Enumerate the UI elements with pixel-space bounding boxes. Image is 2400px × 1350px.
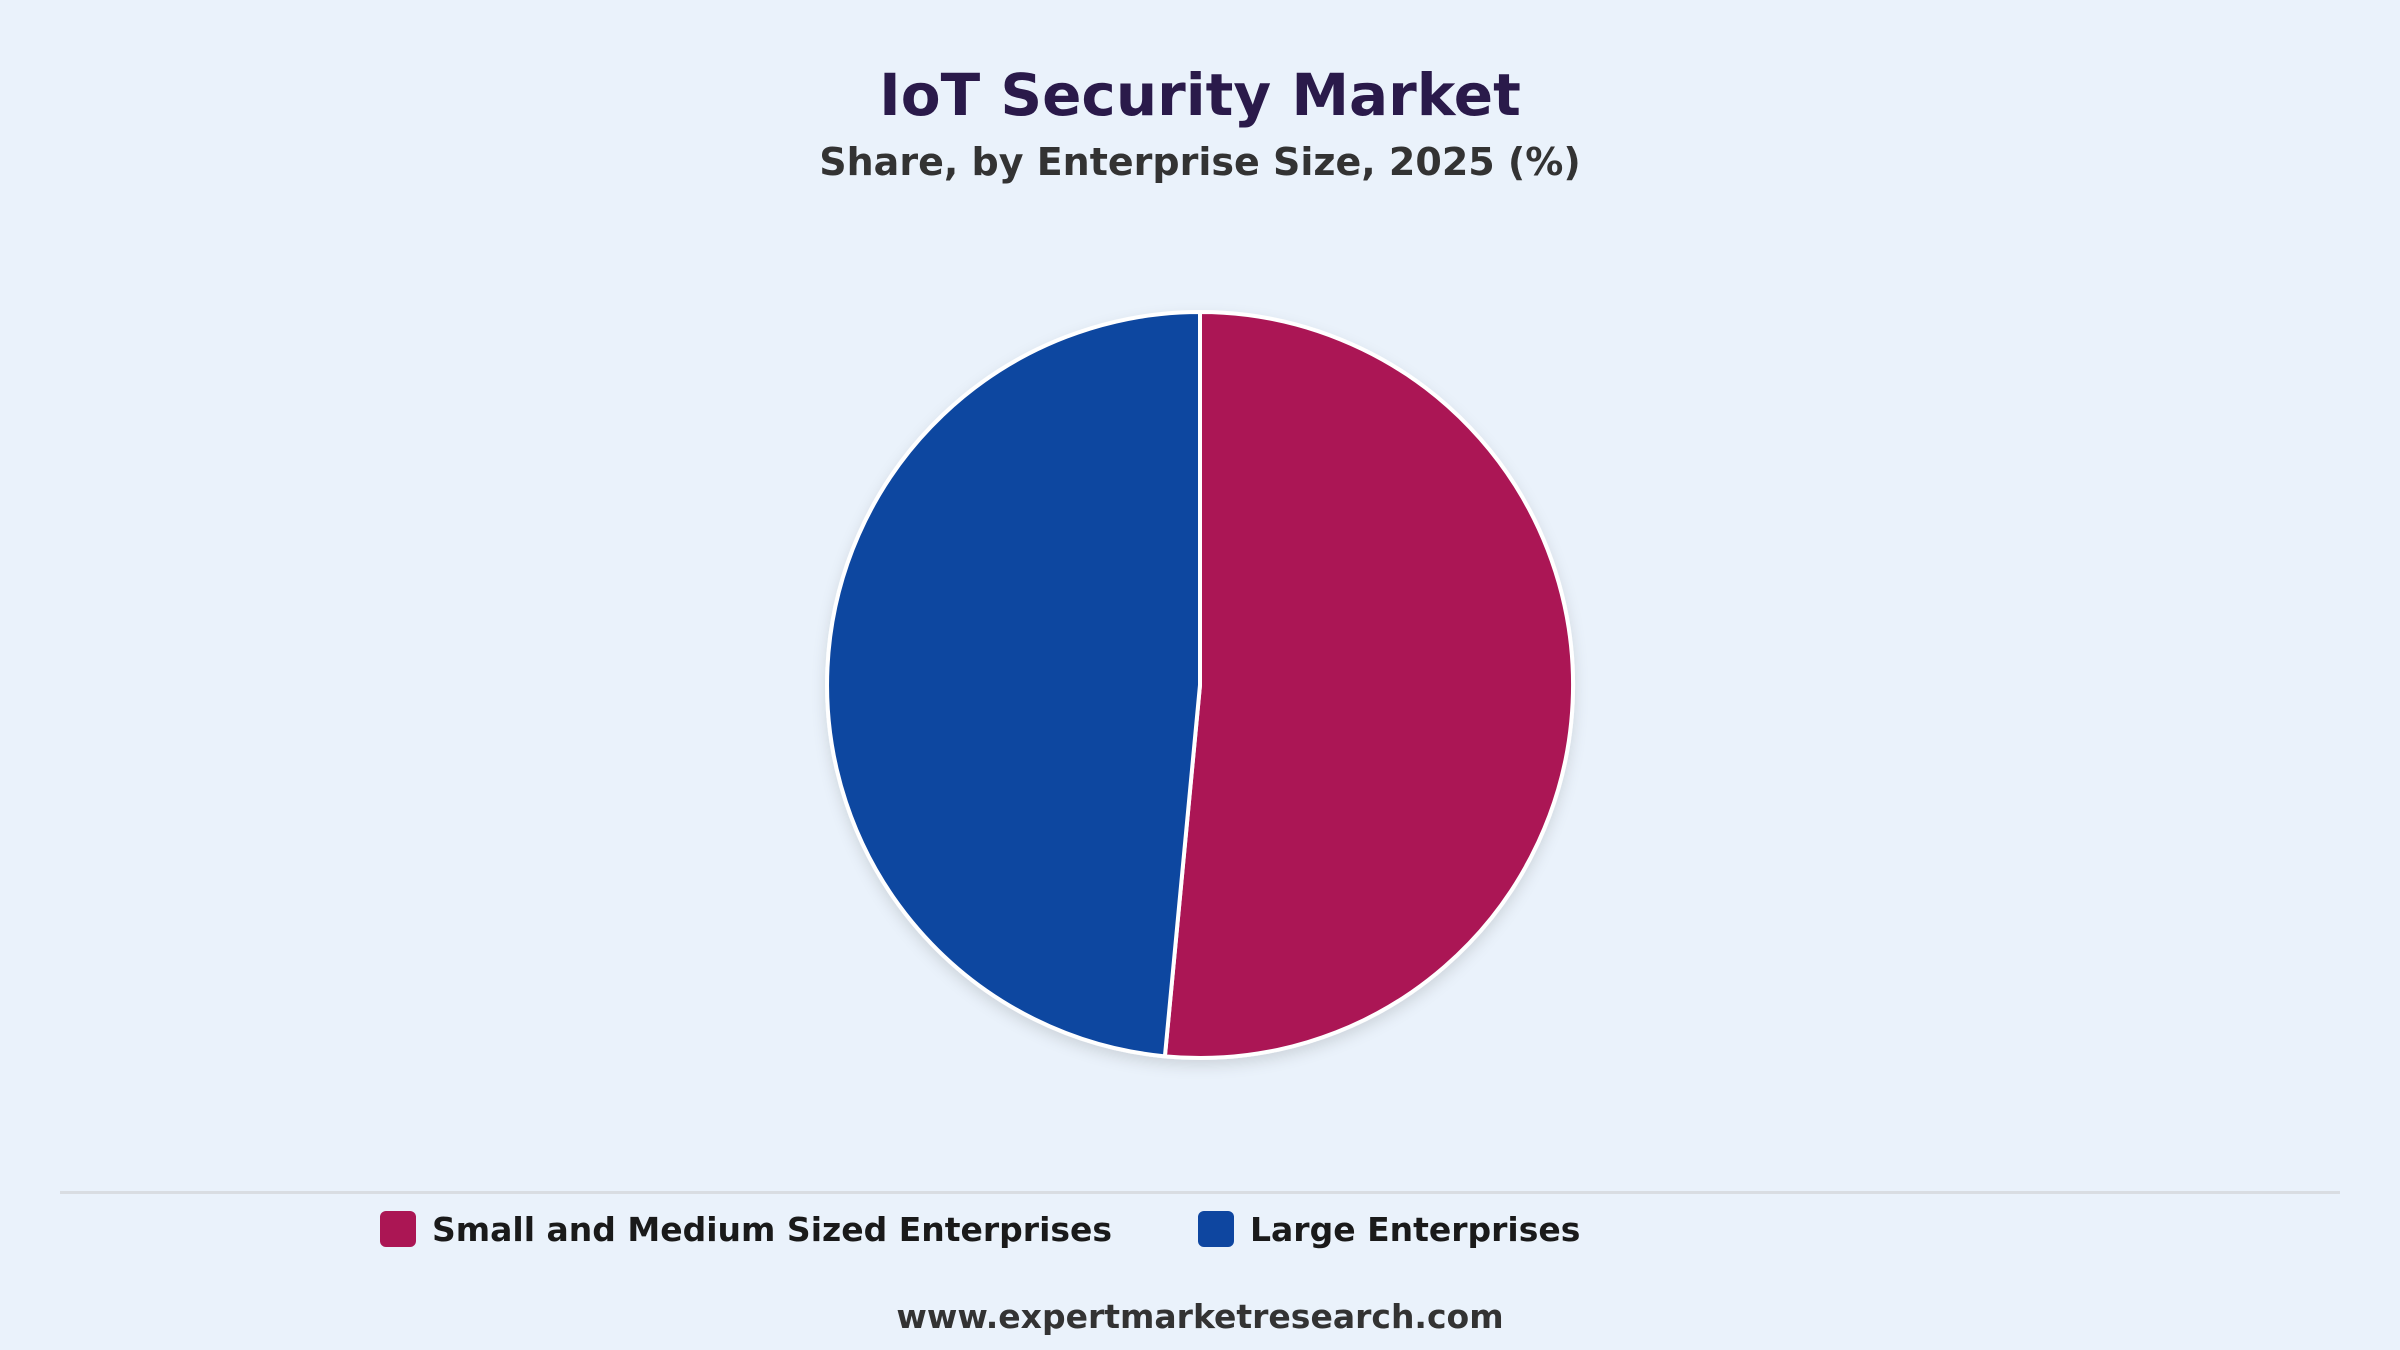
legend-item-large: Large Enterprises	[1198, 1209, 1580, 1249]
pie-slice-large-enterprises	[825, 310, 1202, 1059]
legend-item-small-and-medium: Small and Medium Sized Enterprises	[380, 1209, 1112, 1249]
chart-subtitle: Share, by Enterprise Size, 2025 (%)	[819, 140, 1581, 184]
legend-label-large: Large Enterprises	[1250, 1209, 1581, 1249]
chart-title: IoT Security Market	[879, 61, 1521, 129]
pie-slice-small-and-medium-sized-enterprises	[1162, 310, 1575, 1060]
source-url: www.expertmarketresearch.com	[896, 1297, 1504, 1336]
legend-swatch-large	[1198, 1211, 1234, 1247]
legend-divider	[60, 1191, 2340, 1194]
legend-label-small-and-medium: Small and Medium Sized Enterprises	[432, 1209, 1113, 1249]
legend-swatch-small-and-medium	[380, 1211, 416, 1247]
